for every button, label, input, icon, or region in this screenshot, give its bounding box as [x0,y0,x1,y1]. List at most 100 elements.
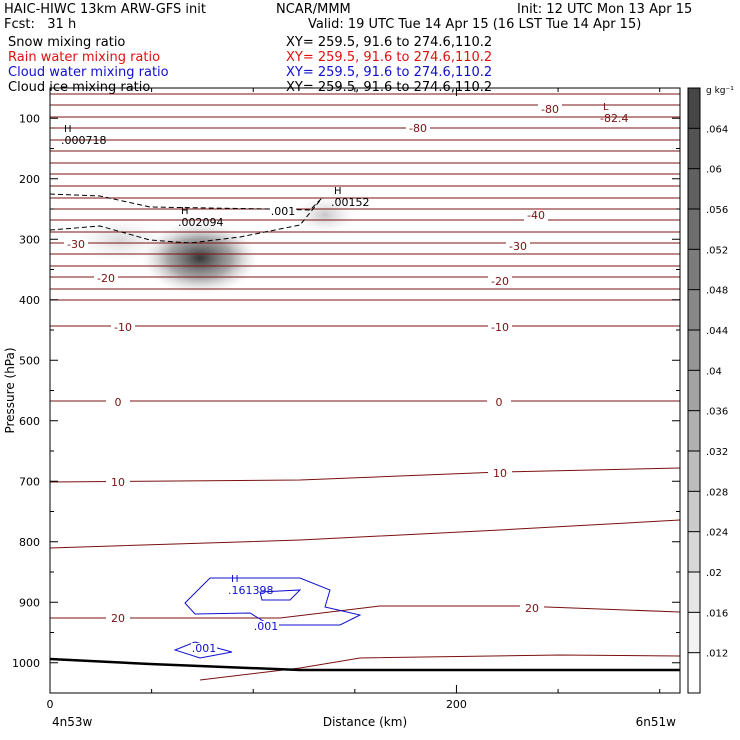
y-tick-label: 300 [19,233,40,246]
colorbar-bin [688,209,700,250]
extremum-value: .161398 [228,584,274,597]
label-backdrop [488,468,512,479]
label-backdrop [106,613,130,624]
y-tick-label: 600 [19,415,40,428]
label-backdrop [64,239,88,250]
y-tick-label: 800 [19,536,40,549]
x-tick-label: 200 [446,698,467,711]
label-backdrop [253,621,279,632]
colorbar-tick-label: .064 [706,124,728,135]
shaded-region [295,197,355,233]
colorbar-tick-label: .04 [706,366,722,377]
label-backdrop [106,397,130,408]
label-backdrop [506,241,530,252]
x-endpoint-left: 4n53w [52,715,93,729]
valid-time: Valid: 19 UTC Tue 14 Apr 15 (16 LST Tue … [308,17,642,32]
plot-title: HAIC-HIWC 13km ARW-GFS init [4,2,206,17]
snow-contour [49,197,323,244]
field-xy-rain: XY= 259.5, 91.6 to 274.6,110.2 [286,50,493,65]
temperature-contour-label: 0 [115,396,122,409]
contour-value-label: .001 [254,620,279,633]
colorbar-tick-label: .028 [706,487,728,498]
colorbar-bin [688,330,700,371]
field-name-cloud-water: Cloud water mixing ratio [8,65,169,80]
temperature-contour-label: -30 [67,238,85,251]
extremum-mark: H [64,124,72,135]
colorbar-bin [688,88,700,129]
extremum-value: .002094 [178,216,224,229]
temperature-contour-label: -20 [97,272,115,285]
temperature-contour-label: -30 [509,240,527,253]
temperature-contour-label: 10 [493,467,507,480]
colorbar-bin [688,612,700,653]
colorbar-frame [687,87,701,694]
temperature-contour-label: -10 [491,321,509,334]
label-backdrop [538,104,562,115]
snow-contour [49,193,323,211]
colorbar-tick-label: .048 [706,286,728,297]
plot-frame [49,87,681,694]
temperature-contour-label: -80 [541,103,559,116]
y-tick-label: 900 [19,596,40,609]
colorbar-tick-label: .056 [706,205,728,216]
temperature-contour-label: -10 [114,321,132,334]
extremum-value: .000718 [61,134,107,147]
colorbar-tick-label: .044 [706,326,728,337]
extremum-value: -82.4 [600,112,628,125]
colorbar-tick-label: .036 [706,407,728,418]
label-backdrop [106,477,130,488]
colorbar-tick-label: .016 [706,608,728,619]
colorbar-bin [688,652,700,693]
init-time: Init: 12 UTC Mon 13 Apr 15 [517,2,693,17]
y-axis-label: Pressure (hPa) [3,347,17,433]
y-tick-label: 400 [19,294,40,307]
shaded-region [75,218,165,262]
x-axis-label: Distance (km) [323,715,407,729]
y-tick-label: 700 [19,475,40,488]
colorbar-unit: g kg⁻¹ [706,86,734,96]
temperature-contour [49,467,681,483]
label-backdrop [111,322,135,333]
temperature-contour [50,605,681,619]
extremum-mark: H [334,186,342,197]
x-endpoint-right: 6n51w [636,715,677,729]
temperature-contour [49,519,681,549]
extremum-mark: L [603,102,609,113]
y-tick-label: 500 [19,354,40,367]
contour-value-label: .001 [192,642,217,655]
colorbar-bin [688,168,700,209]
colorbar-tick-label: .02 [706,568,722,579]
extremum-mark: H [231,574,239,585]
temperature-contour-label: 20 [525,602,539,615]
y-tick-label: 100 [19,112,40,125]
temperature-contour-label: 20 [111,612,125,625]
colorbar-bin [688,249,700,290]
colorbar-bin [688,370,700,411]
label-backdrop [406,123,430,134]
colorbar-bin [688,451,700,492]
colorbar-bin [688,572,700,613]
label-backdrop [270,206,296,217]
label-backdrop [520,603,544,614]
cloud-water-contour [259,589,302,601]
colorbar-tick-label: .032 [706,447,728,458]
x-tick-label: 0 [47,698,54,711]
label-backdrop [487,397,511,408]
label-backdrop [488,322,512,333]
colorbar-tick-label: .024 [706,528,728,539]
temperature-contour [199,654,681,681]
colorbar-bin [688,410,700,451]
colorbar-tick-label: .06 [706,165,722,176]
label-backdrop [488,276,512,287]
terrain-line [49,657,680,672]
extremum-value: .00152 [331,196,370,209]
colorbar-bin [688,289,700,330]
temperature-contour-label: -80 [409,122,427,135]
colorbar-tick-label: .012 [706,649,728,660]
field-name-snow: Snow mixing ratio [8,35,126,50]
temperature-contour-label: -40 [527,209,545,222]
field-xy-snow: XY= 259.5, 91.6 to 274.6,110.2 [286,35,493,50]
y-tick-label: 1000 [12,657,40,670]
colorbar-bin [688,531,700,572]
